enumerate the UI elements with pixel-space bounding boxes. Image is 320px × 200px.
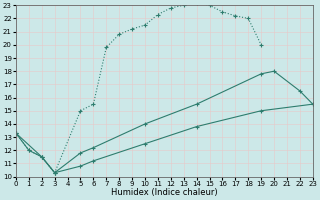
X-axis label: Humidex (Indice chaleur): Humidex (Indice chaleur) bbox=[111, 188, 218, 197]
